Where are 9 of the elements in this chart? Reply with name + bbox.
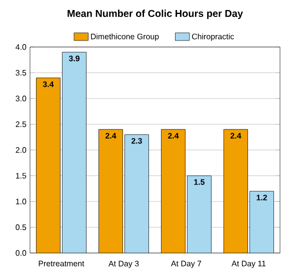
- bar: [98, 129, 123, 253]
- bar: [161, 129, 186, 253]
- bar: [250, 191, 274, 253]
- bar: [187, 176, 212, 253]
- chart-title: Mean Number of Colic Hours per Day: [68, 10, 243, 19]
- bar: [62, 52, 86, 253]
- bar: [224, 129, 248, 253]
- bar: [124, 134, 149, 253]
- bar: [36, 78, 60, 253]
